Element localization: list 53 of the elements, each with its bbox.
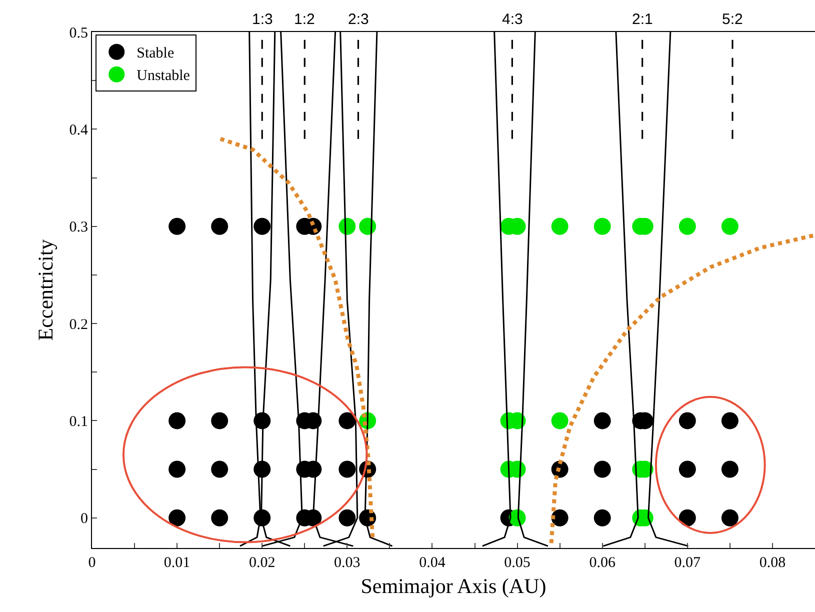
point xyxy=(678,218,696,235)
point xyxy=(168,218,186,235)
x-tick-label: 0.08 xyxy=(759,555,786,571)
x-tick-label: 0.02 xyxy=(248,555,276,571)
legend-label: Stable xyxy=(136,46,174,62)
annotation: 2:1 xyxy=(632,11,653,28)
point xyxy=(551,218,568,235)
annotation: 1:3 xyxy=(252,11,273,28)
legend-label: Unstable xyxy=(136,68,190,84)
point xyxy=(338,460,356,478)
y-tick-label: 0.5 xyxy=(69,25,88,42)
point xyxy=(678,412,696,430)
point xyxy=(211,460,228,478)
point xyxy=(721,460,738,478)
x-tick-label: 0.07 xyxy=(674,555,702,571)
point xyxy=(168,509,186,526)
point xyxy=(168,412,186,430)
point xyxy=(211,412,228,430)
point xyxy=(721,412,738,430)
annotation: 2:3 xyxy=(348,11,369,28)
point xyxy=(551,509,568,526)
point xyxy=(168,460,186,478)
x-tick-label: 0.03 xyxy=(334,555,360,571)
y-tick-label: 0.1 xyxy=(69,414,88,430)
annotation: 4:3 xyxy=(502,11,523,28)
annotation: 5:2 xyxy=(722,11,743,28)
point xyxy=(551,412,568,430)
point xyxy=(254,218,271,235)
point xyxy=(721,218,738,235)
y-tick-label: 0.4 xyxy=(69,122,88,138)
x-axis-title: Semimajor Axis (AU) xyxy=(360,574,546,598)
point xyxy=(594,460,611,478)
point xyxy=(721,509,738,526)
y-tick-label: 0.3 xyxy=(69,220,88,236)
point xyxy=(359,218,376,235)
y-tick-label: 0 xyxy=(80,511,88,528)
x-tick-label: 0.06 xyxy=(589,555,616,571)
point xyxy=(594,218,611,235)
point xyxy=(594,509,611,526)
x-tick-label: 0.05 xyxy=(504,555,530,571)
line-series xyxy=(549,233,815,546)
point xyxy=(338,509,356,526)
annotation: 1:2 xyxy=(294,11,315,28)
point xyxy=(678,460,696,478)
x-tick-label: 0.04 xyxy=(419,555,446,571)
point xyxy=(338,412,356,430)
point xyxy=(678,509,696,526)
y-tick-label: 0.2 xyxy=(69,316,88,333)
point xyxy=(211,218,228,235)
point xyxy=(211,509,228,526)
y-axis-title: Eccentricity xyxy=(33,238,58,341)
point xyxy=(594,412,611,430)
x-tick-label: 0.01 xyxy=(164,555,190,571)
